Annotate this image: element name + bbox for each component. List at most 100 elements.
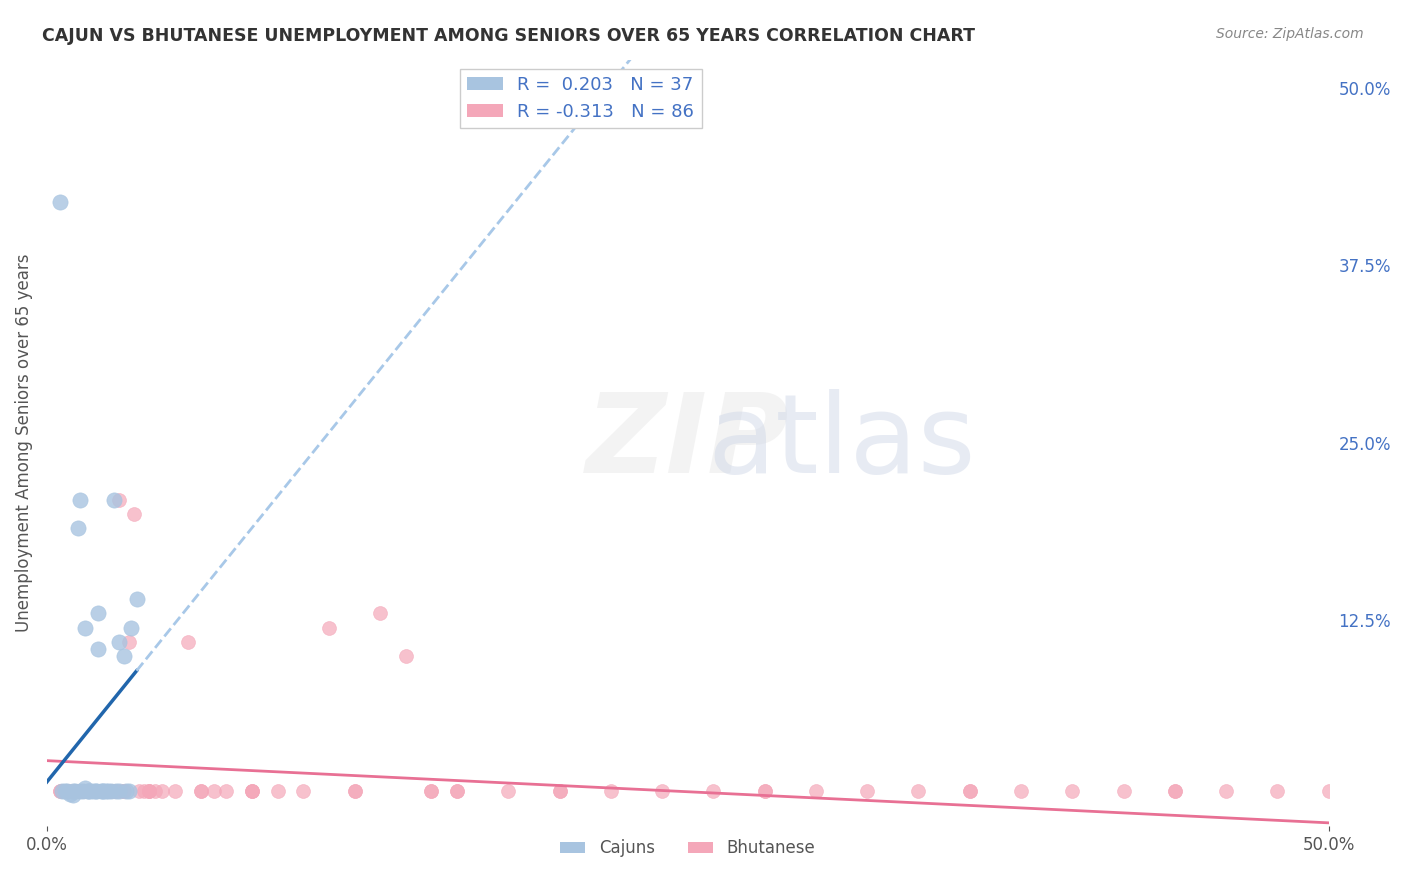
Point <box>69 784 91 798</box>
Point <box>318 620 340 634</box>
Point <box>66 784 89 798</box>
Point <box>94 784 117 798</box>
Point <box>87 641 110 656</box>
Point <box>143 784 166 798</box>
Point <box>266 784 288 798</box>
Point <box>125 592 148 607</box>
Point <box>79 784 101 798</box>
Point <box>63 784 86 798</box>
Text: Source: ZipAtlas.com: Source: ZipAtlas.com <box>1216 27 1364 41</box>
Point <box>190 784 212 798</box>
Point <box>420 784 443 798</box>
Point <box>165 784 187 798</box>
Point <box>292 784 315 798</box>
Point <box>1164 784 1187 798</box>
Point <box>115 784 138 798</box>
Point <box>91 784 114 798</box>
Point <box>118 634 141 648</box>
Point <box>56 784 79 798</box>
Point <box>1062 784 1084 798</box>
Point <box>177 634 200 648</box>
Point <box>48 194 70 209</box>
Point <box>651 784 673 798</box>
Point <box>1164 784 1187 798</box>
Point <box>343 784 366 798</box>
Point <box>59 784 82 798</box>
Text: atlas: atlas <box>707 390 976 497</box>
Point <box>90 784 112 798</box>
Point <box>240 784 263 798</box>
Point <box>202 784 225 798</box>
Point <box>82 784 104 798</box>
Point <box>62 784 84 798</box>
Point <box>1267 784 1289 798</box>
Point <box>856 784 879 798</box>
Point <box>702 784 724 798</box>
Legend: Cajuns, Bhutanese: Cajuns, Bhutanese <box>554 832 823 864</box>
Point <box>1215 784 1237 798</box>
Point <box>138 784 160 798</box>
Point <box>75 620 97 634</box>
Point <box>75 780 97 795</box>
Point <box>804 784 827 798</box>
Text: CAJUN VS BHUTANESE UNEMPLOYMENT AMONG SENIORS OVER 65 YEARS CORRELATION CHART: CAJUN VS BHUTANESE UNEMPLOYMENT AMONG SE… <box>42 27 976 45</box>
Point <box>128 784 150 798</box>
Point <box>56 784 79 798</box>
Point <box>53 784 76 798</box>
Point <box>107 492 129 507</box>
Point <box>94 784 117 798</box>
Point <box>215 784 238 798</box>
Point <box>91 784 114 798</box>
Point <box>84 784 107 798</box>
Point <box>66 784 89 798</box>
Point <box>343 784 366 798</box>
Point <box>53 784 76 798</box>
Point <box>112 648 135 663</box>
Point <box>420 784 443 798</box>
Point <box>51 784 73 798</box>
Point <box>59 787 82 801</box>
Point <box>62 788 84 802</box>
Point <box>1112 784 1135 798</box>
Point <box>907 784 929 798</box>
Point <box>69 784 91 798</box>
Point <box>118 784 141 798</box>
Point <box>548 784 571 798</box>
Point <box>754 784 776 798</box>
Point <box>84 784 107 798</box>
Point <box>97 784 120 798</box>
Point <box>121 620 143 634</box>
Point <box>69 492 91 507</box>
Point <box>82 784 104 798</box>
Point <box>75 784 97 798</box>
Point <box>107 634 129 648</box>
Point <box>138 784 160 798</box>
Point <box>87 607 110 621</box>
Point <box>498 784 520 798</box>
Point <box>190 784 212 798</box>
Point <box>959 784 981 798</box>
Point <box>62 784 84 798</box>
Point <box>90 784 112 798</box>
Point <box>105 784 128 798</box>
Point <box>51 784 73 798</box>
Point <box>100 784 122 798</box>
Point <box>103 784 125 798</box>
Point <box>103 492 125 507</box>
Point <box>395 648 418 663</box>
Point <box>56 784 79 798</box>
Point <box>66 521 89 535</box>
Point <box>150 784 173 798</box>
Point <box>48 784 70 798</box>
Point <box>48 784 70 798</box>
Point <box>63 784 86 798</box>
Point <box>240 784 263 798</box>
Point <box>77 784 100 798</box>
Point <box>100 784 122 798</box>
Point <box>548 784 571 798</box>
Point <box>107 784 129 798</box>
Point <box>72 784 94 798</box>
Point <box>122 507 145 521</box>
Point <box>138 784 160 798</box>
Point <box>240 784 263 798</box>
